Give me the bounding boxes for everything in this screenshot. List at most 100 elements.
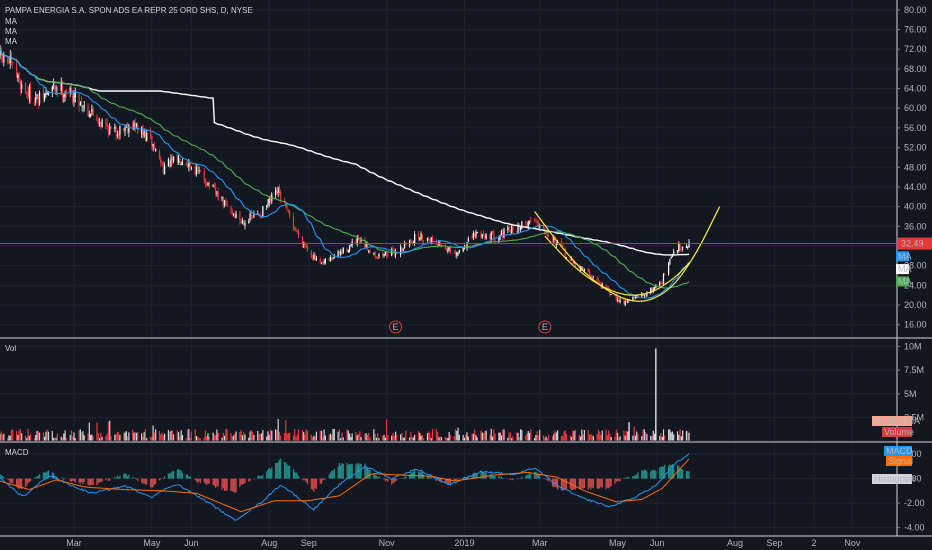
candle[interactable]	[581, 267, 583, 270]
indicator-label-ma-2[interactable]: MA	[5, 27, 18, 36]
volume-bar[interactable]	[499, 432, 501, 441]
volume-bar[interactable]	[306, 430, 309, 441]
candle[interactable]	[438, 240, 440, 246]
volume-bar[interactable]	[170, 430, 172, 441]
volume-bar[interactable]	[151, 436, 153, 441]
candle[interactable]	[328, 258, 330, 261]
candle[interactable]	[73, 95, 75, 102]
volume-bar[interactable]	[285, 420, 287, 441]
candle[interactable]	[484, 235, 486, 239]
volume-bar[interactable]	[9, 435, 11, 441]
candle[interactable]	[587, 268, 589, 272]
volume-bar[interactable]	[106, 433, 108, 441]
candle[interactable]	[185, 163, 187, 166]
volume-bar[interactable]	[680, 436, 682, 441]
candle[interactable]	[296, 230, 298, 232]
candle[interactable]	[181, 162, 184, 165]
volume-bar[interactable]	[583, 430, 585, 441]
candle[interactable]	[87, 104, 89, 115]
volume-bar[interactable]	[466, 432, 468, 441]
volume-bar[interactable]	[646, 434, 648, 441]
volume-bar[interactable]	[338, 429, 341, 441]
volume-bar[interactable]	[411, 436, 413, 441]
candle[interactable]	[430, 237, 432, 244]
candle[interactable]	[331, 257, 333, 260]
candle[interactable]	[199, 170, 201, 172]
volume-bar[interactable]	[142, 436, 144, 441]
candle[interactable]	[641, 293, 643, 297]
volume-bar[interactable]	[169, 432, 171, 441]
candle[interactable]	[493, 231, 495, 239]
volume-bar[interactable]	[277, 418, 279, 441]
candle[interactable]	[508, 226, 510, 230]
candle[interactable]	[248, 221, 250, 223]
volume-bar[interactable]	[271, 430, 273, 441]
candle[interactable]	[387, 255, 389, 257]
volume-bar[interactable]	[437, 431, 439, 441]
volume-bar[interactable]	[356, 435, 358, 441]
candle[interactable]	[671, 255, 674, 258]
volume-bar[interactable]	[509, 432, 511, 441]
volume-bar[interactable]	[563, 431, 565, 441]
candle[interactable]	[312, 257, 314, 259]
volume-bar[interactable]	[463, 437, 466, 441]
candle[interactable]	[276, 191, 278, 195]
candle[interactable]	[144, 131, 147, 141]
volume-bar[interactable]	[114, 434, 116, 441]
volume-bar[interactable]	[605, 429, 607, 441]
candle[interactable]	[661, 283, 663, 285]
candle[interactable]	[466, 242, 468, 249]
volume-bar[interactable]	[153, 432, 155, 441]
volume-bar[interactable]	[366, 434, 369, 441]
volume-bar[interactable]	[518, 437, 520, 441]
volume-bar[interactable]	[152, 425, 154, 441]
candle[interactable]	[669, 259, 671, 265]
candle[interactable]	[153, 145, 155, 150]
volume-bar[interactable]	[171, 430, 173, 441]
candle[interactable]	[565, 257, 568, 259]
volume-bar[interactable]	[234, 433, 236, 441]
volume-bar[interactable]	[52, 437, 55, 441]
volume-bar[interactable]	[526, 433, 528, 441]
candle[interactable]	[189, 162, 191, 167]
volume-bar[interactable]	[144, 429, 147, 441]
candle[interactable]	[45, 92, 47, 94]
volume-bar[interactable]	[347, 430, 349, 441]
volume-bar[interactable]	[19, 428, 22, 441]
volume-bar[interactable]	[78, 430, 80, 441]
volume-bar[interactable]	[582, 434, 584, 441]
candle[interactable]	[338, 251, 341, 254]
volume-bar[interactable]	[226, 429, 228, 441]
volume-bar[interactable]	[546, 438, 548, 441]
volume-bar[interactable]	[454, 429, 457, 441]
volume-bar[interactable]	[471, 433, 473, 441]
cup-pattern-curve-2[interactable]	[544, 235, 690, 296]
volume-bar[interactable]	[508, 432, 510, 441]
volume-bar[interactable]	[125, 431, 127, 441]
candle[interactable]	[221, 196, 223, 200]
candle[interactable]	[105, 120, 107, 125]
volume-bar[interactable]	[0, 433, 1, 441]
candle[interactable]	[615, 293, 617, 301]
volume-bar[interactable]	[45, 431, 47, 441]
volume-bar[interactable]	[590, 433, 592, 441]
volume-bar[interactable]	[51, 431, 53, 441]
candle[interactable]	[688, 241, 690, 248]
candle[interactable]	[47, 92, 50, 95]
volume-bar[interactable]	[149, 437, 152, 441]
volume-bar[interactable]	[555, 432, 557, 441]
volume-bar[interactable]	[337, 431, 339, 441]
candle[interactable]	[169, 160, 171, 168]
candle[interactable]	[133, 122, 135, 130]
candle[interactable]	[24, 82, 27, 94]
volume-bar[interactable]	[402, 437, 404, 441]
candle[interactable]	[212, 184, 214, 187]
volume-bar[interactable]	[35, 435, 37, 441]
ma-badge-1[interactable]	[896, 251, 909, 262]
candle[interactable]	[243, 220, 245, 225]
candle[interactable]	[206, 184, 208, 186]
volume-bar[interactable]	[313, 435, 315, 441]
candle[interactable]	[530, 220, 532, 221]
volume-bar[interactable]	[537, 435, 540, 441]
volume-bar[interactable]	[474, 429, 476, 441]
